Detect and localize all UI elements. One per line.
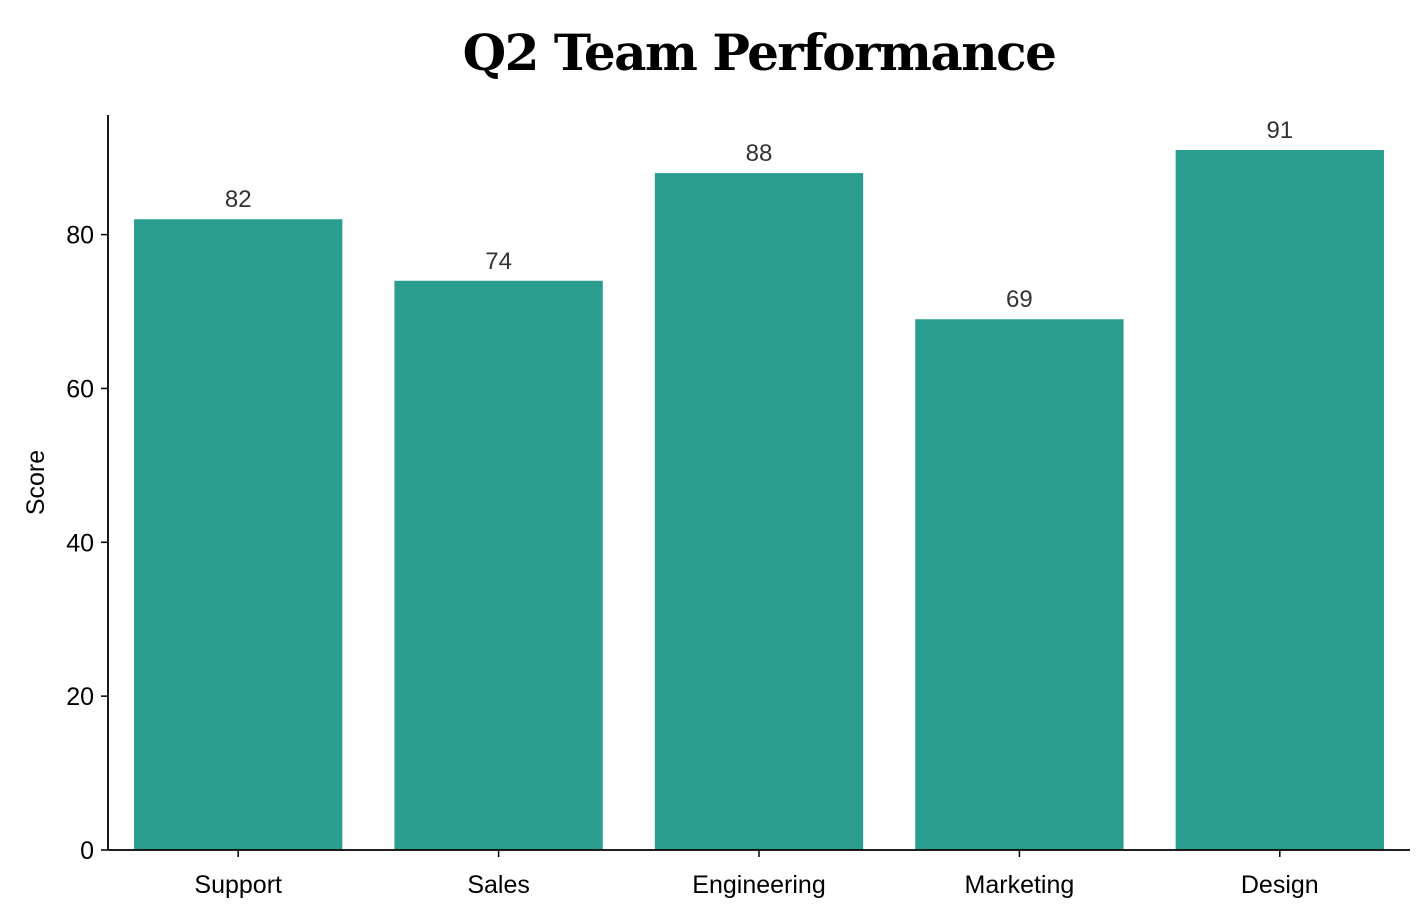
x-tick-label-support: Support	[194, 871, 282, 899]
x-tick-label-marketing: Marketing	[965, 871, 1075, 899]
y-tick-label-80: 80	[66, 222, 94, 250]
x-tick-label-engineering: Engineering	[692, 871, 825, 899]
bar-sales	[394, 280, 603, 850]
value-labels-group: 82 74 88 69 91	[225, 117, 1293, 313]
bars-group	[134, 150, 1384, 851]
y-tick-label-40: 40	[66, 529, 94, 557]
x-tick-label-design: Design	[1241, 871, 1319, 899]
x-tick-label-sales: Sales	[467, 871, 530, 899]
y-axis-label: Score	[22, 450, 50, 515]
chart-title: Q2 Team Performance	[462, 23, 1057, 82]
value-label-engineering: 88	[746, 140, 773, 167]
value-label-marketing: 69	[1006, 286, 1033, 313]
bar-engineering	[654, 173, 864, 851]
y-tick-label-60: 60	[66, 375, 94, 403]
y-axis: 0 20 40 60 80	[66, 115, 109, 865]
bar-support	[134, 219, 343, 850]
bar-marketing	[915, 319, 1124, 850]
value-label-design: 91	[1266, 117, 1293, 144]
x-axis: Support Sales Engineering Marketing Design	[108, 849, 1410, 899]
bar-design	[1175, 150, 1384, 850]
y-tick-label-20: 20	[66, 683, 94, 711]
y-tick-label-0: 0	[80, 837, 94, 865]
value-label-sales: 74	[485, 248, 512, 275]
value-label-support: 82	[225, 186, 252, 213]
